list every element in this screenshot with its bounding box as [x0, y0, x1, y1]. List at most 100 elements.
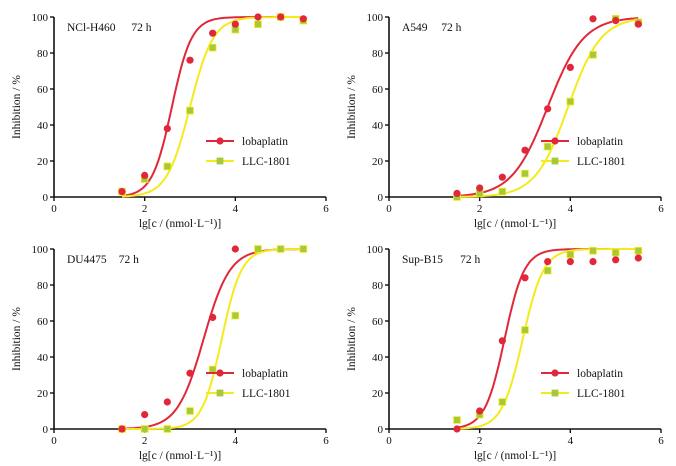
legend-label-lobaplatin: lobaplatin — [242, 368, 288, 380]
legend-label-lobaplatin: lobaplatin — [577, 368, 623, 380]
y-tick-label: 60 — [37, 316, 49, 328]
data-point-lobaplatin — [209, 29, 217, 37]
x-axis-label: lg[c / (nmol·L⁻¹)] — [474, 218, 556, 230]
data-point-lobaplatin — [544, 105, 552, 113]
data-point-llc-1801 — [186, 106, 194, 115]
x-tick-label: 2 — [477, 435, 483, 447]
data-point-lobaplatin — [453, 189, 461, 197]
panel-title: NCl-H460 — [67, 22, 116, 34]
data-point-lobaplatin — [498, 337, 506, 345]
data-point-lobaplatin — [141, 171, 149, 179]
fit-curve-llc-1801 — [457, 18, 639, 198]
data-point-lobaplatin — [141, 411, 149, 419]
y-tick-label: 60 — [37, 84, 49, 96]
panel-time-label: 72 h — [131, 22, 151, 34]
data-point-llc-1801 — [276, 245, 285, 253]
data-point-llc-1801 — [543, 266, 552, 275]
data-point-llc-1801 — [453, 416, 461, 424]
data-point-lobaplatin — [634, 20, 642, 28]
legend-marker-lobaplatin — [216, 369, 224, 377]
data-point-lobaplatin — [186, 369, 194, 377]
data-point-llc-1801 — [140, 425, 149, 433]
data-point-llc-1801 — [589, 246, 597, 255]
y-tick-label: 0 — [43, 424, 49, 436]
x-tick-label: 0 — [51, 435, 57, 447]
data-point-lobaplatin — [589, 15, 597, 23]
y-axis-label: Inhibition / % — [346, 75, 358, 139]
data-point-lobaplatin — [544, 258, 552, 266]
x-tick-label: 6 — [323, 203, 329, 215]
x-tick-label: 6 — [658, 435, 664, 447]
y-tick-label: 0 — [378, 192, 384, 204]
y-tick-label: 60 — [372, 84, 384, 96]
data-point-llc-1801 — [589, 51, 597, 59]
data-point-lobaplatin — [118, 425, 126, 433]
y-tick-label: 100 — [367, 12, 384, 24]
y-tick-label: 80 — [37, 280, 49, 292]
legend: lobaplatin LLC-1801 — [206, 368, 291, 400]
legend-marker-lobaplatin — [551, 137, 559, 145]
legend: lobaplatin LLC-1801 — [206, 136, 291, 168]
data-point-lobaplatin — [476, 184, 484, 192]
data-point-lobaplatin — [231, 245, 239, 253]
y-tick-label: 40 — [372, 120, 384, 132]
data-point-llc-1801 — [163, 162, 172, 171]
panel-title: A549 — [402, 22, 428, 34]
data-point-lobaplatin — [589, 258, 597, 266]
legend-marker-llc-1801 — [551, 157, 559, 165]
y-tick-label: 80 — [372, 280, 384, 292]
y-tick-label: 20 — [37, 388, 49, 400]
data-point-llc-1801 — [543, 142, 552, 151]
legend-label-llc-1801: LLC-1801 — [242, 388, 291, 400]
data-point-lobaplatin — [231, 20, 239, 28]
y-axis-label: Inhibition / % — [346, 307, 358, 371]
data-point-llc-1801 — [254, 20, 262, 28]
y-tick-label: 20 — [372, 388, 384, 400]
data-point-llc-1801 — [611, 248, 620, 257]
legend-marker-llc-1801 — [216, 157, 224, 165]
data-point-lobaplatin — [521, 274, 529, 282]
x-tick-label: 4 — [233, 203, 239, 215]
data-point-lobaplatin — [277, 13, 285, 21]
x-tick-label: 4 — [568, 435, 574, 447]
panel-time-label: 72 h — [119, 254, 139, 266]
data-point-llc-1801 — [254, 245, 262, 253]
legend-marker-llc-1801 — [551, 389, 559, 397]
legend-label-llc-1801: LLC-1801 — [577, 388, 626, 400]
x-tick-label: 4 — [568, 203, 574, 215]
data-point-llc-1801 — [498, 187, 507, 196]
data-point-lobaplatin — [453, 425, 461, 433]
y-tick-label: 40 — [372, 352, 384, 364]
data-point-llc-1801 — [299, 245, 308, 253]
data-point-lobaplatin — [612, 256, 620, 264]
y-tick-label: 40 — [37, 120, 49, 132]
x-axis-label: lg[c / (nmol·L⁻¹)] — [139, 218, 221, 230]
legend-marker-llc-1801 — [216, 389, 224, 397]
y-tick-label: 40 — [37, 352, 49, 364]
x-tick-label: 2 — [477, 203, 483, 215]
data-point-llc-1801 — [208, 43, 217, 52]
data-point-lobaplatin — [299, 15, 307, 23]
data-point-lobaplatin — [498, 173, 506, 181]
legend-marker-lobaplatin — [216, 137, 224, 145]
y-axis-label: Inhibition / % — [11, 75, 23, 139]
panel-time-label: 72 h — [441, 22, 461, 34]
x-tick-label: 0 — [386, 435, 392, 447]
data-point-llc-1801 — [208, 365, 217, 374]
data-point-llc-1801 — [566, 97, 575, 106]
legend-label-lobaplatin: lobaplatin — [577, 136, 623, 148]
y-tick-label: 80 — [372, 48, 384, 60]
legend: lobaplatin LLC-1801 — [541, 136, 626, 168]
x-tick-label: 6 — [323, 435, 329, 447]
legend-label-lobaplatin: lobaplatin — [242, 136, 288, 148]
y-tick-label: 60 — [372, 316, 384, 328]
data-point-lobaplatin — [163, 398, 171, 406]
data-point-llc-1801 — [521, 326, 529, 334]
data-point-llc-1801 — [566, 250, 575, 259]
fit-curve-llc-1801 — [122, 248, 304, 430]
fit-curve-lobaplatin — [456, 248, 639, 429]
legend-label-llc-1801: LLC-1801 — [577, 156, 626, 168]
